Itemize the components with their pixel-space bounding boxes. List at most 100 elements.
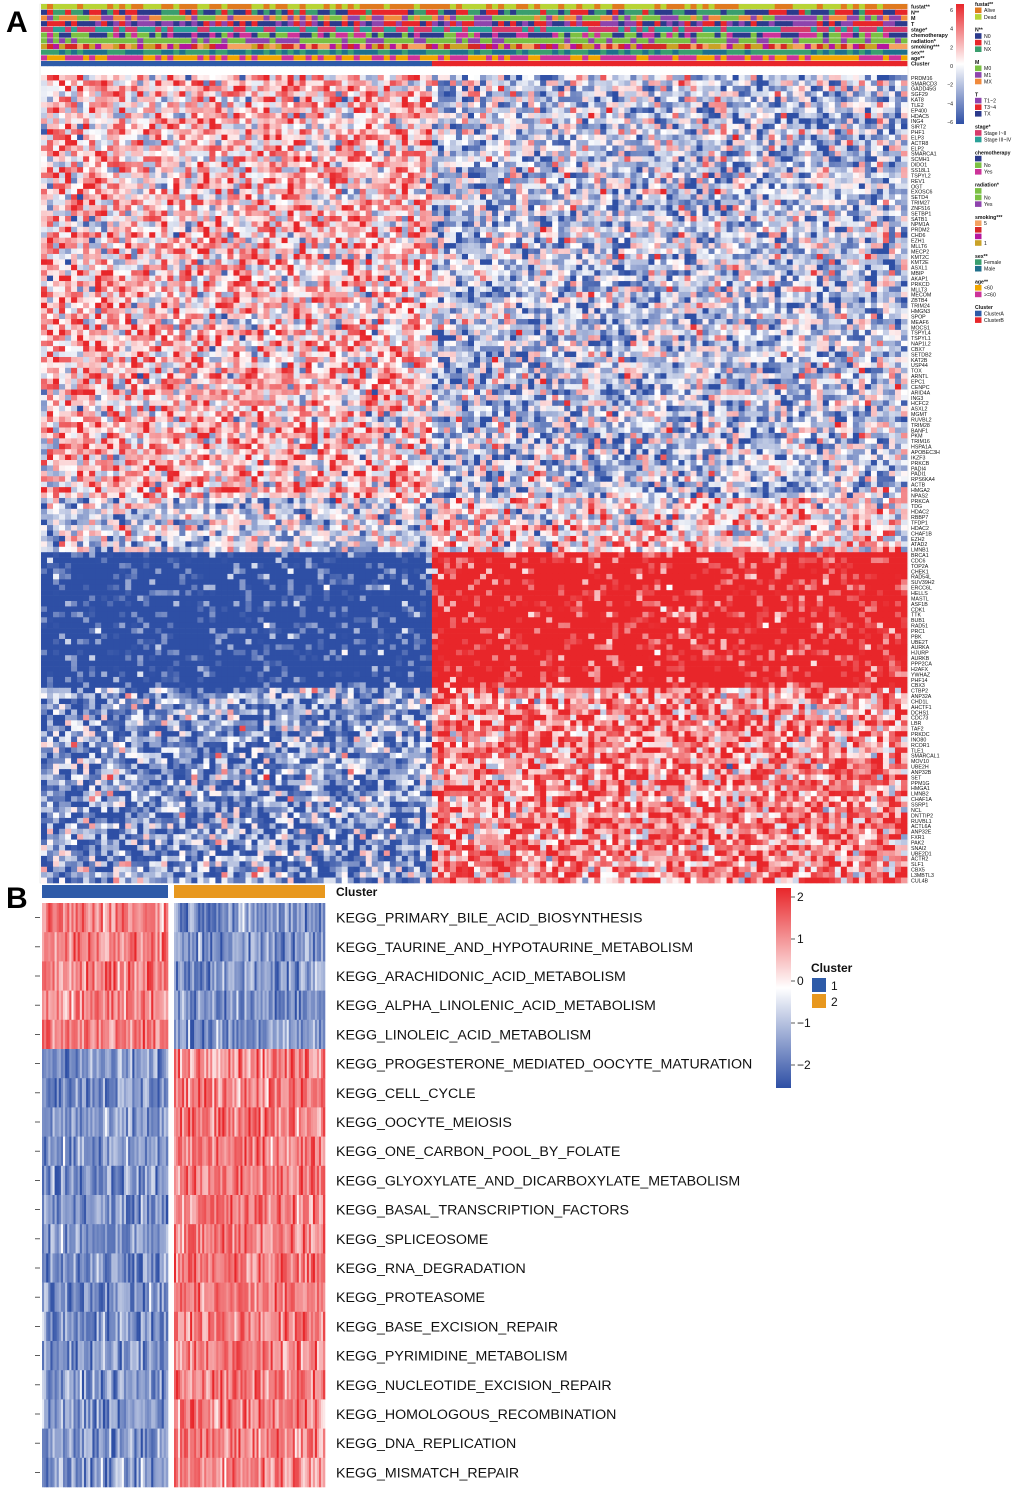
annotation-cell — [763, 55, 769, 60]
annotation-cell — [817, 55, 823, 60]
annotation-cell — [161, 27, 167, 32]
annotation-cell — [432, 21, 438, 26]
annotation-cell — [131, 21, 137, 26]
annotation-cell — [173, 50, 179, 55]
annotation-cell — [865, 10, 871, 15]
annotation-cell — [498, 10, 504, 15]
annotation-cell — [510, 50, 516, 55]
annotation-cell — [378, 21, 384, 26]
annotation-cell — [474, 50, 480, 55]
annotation-cell — [378, 15, 384, 20]
annotation-cell — [161, 21, 167, 26]
annotation-cell — [715, 15, 721, 20]
annotation-cell — [125, 50, 131, 55]
annotation-cell — [402, 33, 408, 38]
annotation-cell — [733, 61, 739, 66]
annotation-cell — [221, 15, 227, 20]
annotation-cell — [306, 55, 312, 60]
annotation-cell — [372, 4, 378, 9]
annotation-cell — [264, 4, 270, 9]
annotation-cell — [883, 21, 889, 26]
annotation-cell — [402, 61, 408, 66]
annotation-cell — [552, 15, 558, 20]
annotation-cell — [516, 10, 522, 15]
annotation-cell — [408, 10, 414, 15]
annotation-cell — [239, 55, 245, 60]
annotation-cell — [901, 4, 907, 9]
annotation-cell — [763, 4, 769, 9]
annotation-cell — [678, 27, 684, 32]
annotation-cell — [648, 61, 654, 66]
annotation-cell — [564, 27, 570, 32]
annotation-cell — [318, 38, 324, 43]
annotation-cell — [185, 33, 191, 38]
annotation-cell — [847, 15, 853, 20]
annotation-cell — [276, 33, 282, 38]
annotation-cell — [474, 33, 480, 38]
annotation-cell — [221, 4, 227, 9]
annotation-cell — [402, 27, 408, 32]
annotation-cell — [763, 15, 769, 20]
annotation-cell — [853, 27, 859, 32]
annotation-cell — [588, 33, 594, 38]
annotation-cell — [594, 55, 600, 60]
annotation-cell — [823, 61, 829, 66]
annotation-cell — [149, 33, 155, 38]
annotation-cell — [727, 38, 733, 43]
annotation-cell — [474, 61, 480, 66]
annotation-cell — [805, 15, 811, 20]
annotation-cell — [131, 50, 137, 55]
annotation-cell — [41, 61, 47, 66]
annotation-cell — [77, 55, 83, 60]
annotation-cell — [703, 21, 709, 26]
annotation-cell — [215, 38, 221, 43]
annotation-cell — [233, 44, 239, 49]
annotation-cell — [793, 15, 799, 20]
annotation-cell — [41, 10, 47, 15]
annotation-cell — [167, 50, 173, 55]
annotation-cell — [624, 10, 630, 15]
annotation-cell — [215, 15, 221, 20]
annotation-cell — [89, 38, 95, 43]
annotation-cell — [871, 4, 877, 9]
annotation-cell — [871, 50, 877, 55]
annotation-cell — [77, 15, 83, 20]
annotation-cell — [179, 15, 185, 20]
annotation-cell — [480, 38, 486, 43]
annotation-cell — [215, 21, 221, 26]
annotation-cell — [107, 50, 113, 55]
annotation-cell — [420, 10, 426, 15]
annotation-cell — [408, 33, 414, 38]
annotation-cell — [829, 15, 835, 20]
annotation-cell — [432, 15, 438, 20]
annotation-cell — [191, 44, 197, 49]
annotation-cell — [330, 38, 336, 43]
annotation-cell — [666, 44, 672, 49]
panel-a-letter: A — [6, 6, 28, 39]
annotation-cell — [859, 55, 865, 60]
annotation-cell — [251, 61, 257, 66]
annotation-cell — [739, 33, 745, 38]
annotation-cell — [167, 15, 173, 20]
annotation-cell — [245, 15, 251, 20]
annotation-cell — [492, 21, 498, 26]
annotation-cell — [889, 21, 895, 26]
annotation-cell — [378, 61, 384, 66]
annotation-cell — [811, 33, 817, 38]
annotation-cell — [179, 4, 185, 9]
annotation-cell — [570, 15, 576, 20]
annotation-cell — [390, 15, 396, 20]
annotation-cell — [330, 55, 336, 60]
annotation-cell — [600, 44, 606, 49]
annotation-cell — [606, 33, 612, 38]
annotation-cell — [390, 44, 396, 49]
annotation-cell — [522, 44, 528, 49]
annotation-cell — [396, 21, 402, 26]
annotation-cell — [678, 38, 684, 43]
annotation-cell — [727, 55, 733, 60]
annotation-cell — [793, 50, 799, 55]
annotation-cell — [173, 10, 179, 15]
annotation-cell — [805, 38, 811, 43]
annotation-cell — [89, 21, 95, 26]
annotation-cell — [336, 38, 342, 43]
